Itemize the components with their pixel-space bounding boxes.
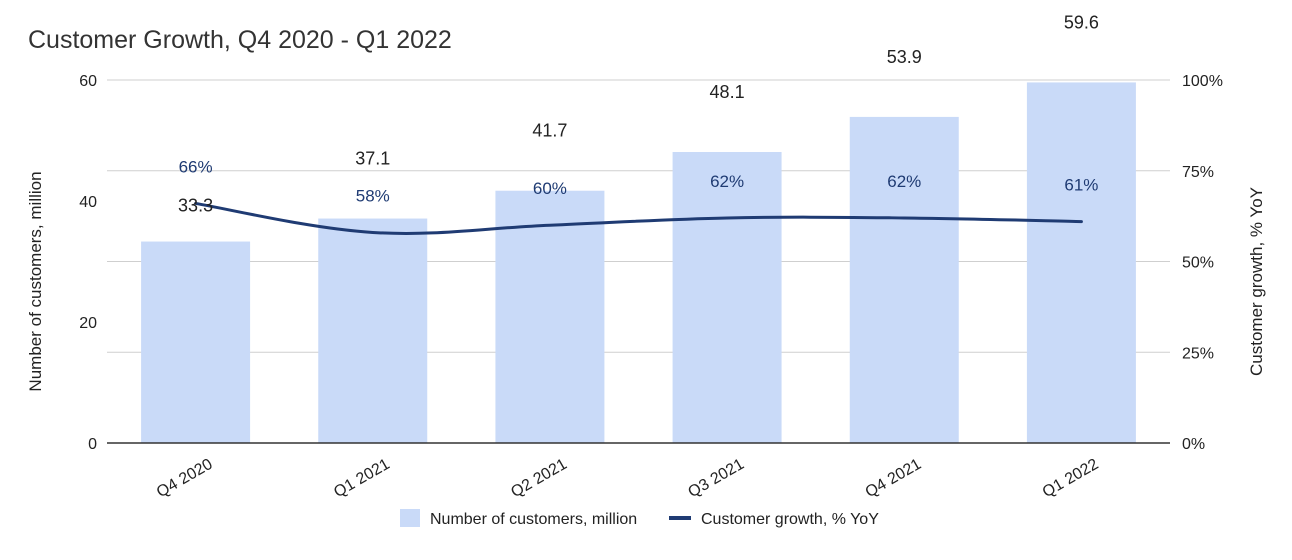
line-value-label: 66% xyxy=(179,157,213,176)
y2-tick-label: 0% xyxy=(1182,436,1205,453)
data-labels: 33.3 37.1 41.7 48.1 53.9 59.6 66% 58% 60% 62% 62% 6… xyxy=(178,12,1099,215)
line-value-label: 58% xyxy=(356,186,390,205)
gridlines xyxy=(107,79,1170,353)
bar-series xyxy=(141,82,1136,444)
line-value-label: 62% xyxy=(710,172,744,191)
bar-value-label: 37.1 xyxy=(355,149,390,169)
line-series xyxy=(194,201,1083,235)
bar xyxy=(318,218,428,443)
line-value-label: 61% xyxy=(1064,176,1098,195)
legend-swatch-growth xyxy=(669,516,691,520)
y-tick-label: 40 xyxy=(79,194,97,211)
bar xyxy=(141,241,251,443)
bar-value-label: 41.7 xyxy=(532,121,567,141)
line-value-label: 62% xyxy=(887,172,921,191)
bar-value-label: 53.9 xyxy=(887,47,922,67)
bar xyxy=(849,116,959,443)
bar xyxy=(1026,82,1136,444)
y-axis-title: Number of customers, million xyxy=(26,171,45,391)
x-tick-label: Q4 2020 xyxy=(154,456,216,501)
y-tick-label: 20 xyxy=(79,315,97,332)
y2-tick-label: 50% xyxy=(1182,255,1214,272)
x-tick-label: Q2 2021 xyxy=(508,456,570,501)
x-tick-label: Q3 2021 xyxy=(685,456,747,501)
growth-line xyxy=(194,201,1083,235)
line-value-label: 60% xyxy=(533,179,567,198)
y-tick-label: 0 xyxy=(88,436,97,453)
y2-tick-label: 25% xyxy=(1182,345,1214,362)
bar-value-label: 33.3 xyxy=(178,195,213,215)
chart-title: Customer Growth, Q4 2020 - Q1 2022 xyxy=(28,26,452,54)
y2-axis-title: Customer growth, % YoY xyxy=(1247,187,1266,376)
x-tick-label: Q1 2022 xyxy=(1040,456,1102,501)
legend-label-customers: Number of customers, million xyxy=(430,511,637,528)
y-tick-label: 60 xyxy=(79,73,97,90)
legend-label-growth: Customer growth, % YoY xyxy=(701,511,879,528)
y2-tick-label: 100% xyxy=(1182,73,1223,90)
bar-value-label: 48.1 xyxy=(710,82,745,102)
x-tick-label: Q1 2021 xyxy=(331,456,393,501)
legend: Number of customers, million Customer gr… xyxy=(400,509,879,528)
bar-value-label: 59.6 xyxy=(1064,12,1099,32)
bar xyxy=(495,190,605,443)
bar xyxy=(672,151,782,443)
legend-swatch-customers xyxy=(400,509,420,527)
y2-tick-label: 75% xyxy=(1182,164,1214,181)
x-tick-label: Q4 2021 xyxy=(863,456,925,501)
